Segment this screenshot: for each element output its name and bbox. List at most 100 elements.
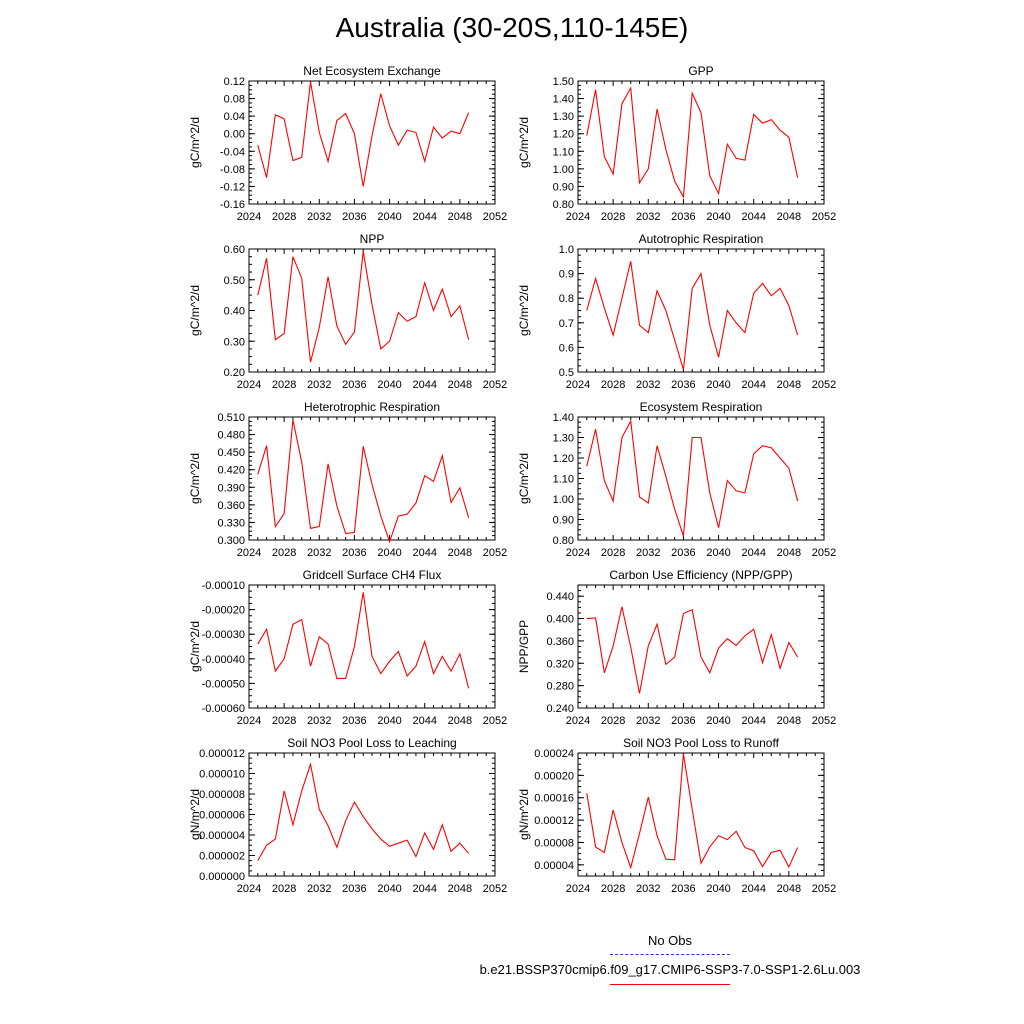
y-tick-label: 1.00 (553, 164, 574, 176)
series-line (257, 419, 470, 544)
panel-title: Soil NO3 Pool Loss to Leaching (287, 736, 456, 750)
x-tick-label: 2024 (237, 379, 261, 391)
y-tick-label: 0.90 (553, 515, 574, 527)
x-tick-label: 2024 (237, 547, 261, 559)
y-tick-label: 0.000000 (199, 871, 245, 883)
x-tick-label: 2032 (307, 883, 331, 895)
series-line (257, 81, 470, 187)
y-tick-label: 0.40 (224, 306, 245, 318)
y-tick-label: 0.360 (217, 500, 245, 512)
y-tick-label: 1.50 (553, 76, 574, 88)
x-tick-label: 2040 (377, 547, 401, 559)
x-tick-label: 2032 (307, 715, 331, 727)
y-tick-label: 0.000004 (199, 830, 245, 842)
y-tick-label: 0.9 (559, 269, 574, 281)
x-tick-label: 2040 (706, 547, 730, 559)
panel-title: Carbon Use Efficiency (NPP/GPP) (609, 568, 792, 582)
y-tick-label: 1.40 (553, 94, 574, 106)
y-tick-label: -0.04 (220, 146, 245, 158)
y-axis-label: gN/m^2/d (517, 789, 531, 840)
x-tick-label: 2028 (601, 211, 625, 223)
x-tick-label: 2024 (566, 379, 590, 391)
x-tick-label: 2052 (483, 547, 507, 559)
chart-panel-2: GPP gC/m^2/d 2024 2028 2032 2036 2040 2044 2048 2… (517, 64, 836, 223)
y-axis-label: gC/m^2/d (188, 453, 202, 504)
panel-title: Soil NO3 Pool Loss to Runoff (623, 736, 780, 750)
y-tick-label: 0.000012 (199, 748, 245, 760)
x-tick-label: 2028 (601, 547, 625, 559)
x-tick-label: 2032 (636, 379, 660, 391)
x-tick-label: 2032 (636, 715, 660, 727)
y-tick-label: 0.30 (224, 336, 245, 348)
x-tick-label: 2036 (342, 211, 366, 223)
y-tick-label: -0.12 (220, 181, 245, 193)
panel-title: GPP (688, 64, 713, 78)
series-line (586, 419, 799, 537)
y-tick-label: 0.8 (559, 293, 574, 305)
panel-title: Ecosystem Respiration (640, 400, 763, 414)
x-tick-label: 2032 (307, 379, 331, 391)
panel-title: Net Ecosystem Exchange (303, 64, 441, 78)
chart-panel-3: NPP gC/m^2/d 2024 2028 2032 2036 2040 2044 2048 2… (188, 232, 507, 391)
x-tick-label: 2036 (671, 211, 695, 223)
x-tick-label: 2052 (812, 715, 836, 727)
y-axis-label: gC/m^2/d (188, 621, 202, 672)
x-tick-label: 2048 (777, 211, 801, 223)
plot-frame (248, 80, 496, 205)
y-axis-label: gC/m^2/d (188, 285, 202, 336)
x-tick-label: 2036 (342, 379, 366, 391)
y-tick-label: -0.00010 (202, 580, 245, 592)
y-tick-label: 0.6 (559, 342, 574, 354)
panel-title: Heterotrophic Respiration (304, 400, 440, 414)
series-line (257, 592, 470, 689)
x-tick-label: 2032 (636, 883, 660, 895)
y-tick-label: 0.60 (224, 244, 245, 256)
x-tick-label: 2032 (307, 547, 331, 559)
x-tick-label: 2032 (636, 211, 660, 223)
y-tick-label: 0.90 (553, 181, 574, 193)
y-tick-label: 0.360 (546, 636, 574, 648)
x-tick-label: 2028 (272, 379, 296, 391)
plot-frame (577, 248, 825, 373)
y-tick-label: -0.00040 (202, 654, 245, 666)
y-axis-label: gC/m^2/d (517, 453, 531, 504)
x-tick-label: 2044 (412, 547, 436, 559)
y-tick-label: 1.20 (553, 129, 574, 141)
y-tick-label: 1.00 (553, 494, 574, 506)
series-line (586, 606, 799, 694)
x-tick-label: 2052 (812, 883, 836, 895)
x-tick-label: 2052 (483, 379, 507, 391)
plot-frame (248, 248, 496, 373)
y-tick-label: 0.330 (217, 517, 245, 529)
x-tick-label: 2024 (566, 883, 590, 895)
x-tick-label: 2044 (741, 883, 765, 895)
x-tick-label: 2048 (777, 715, 801, 727)
x-tick-label: 2036 (342, 883, 366, 895)
x-tick-label: 2036 (342, 547, 366, 559)
x-tick-label: 2040 (706, 379, 730, 391)
y-tick-label: 0.00016 (534, 793, 574, 805)
y-tick-label: 1.20 (553, 453, 574, 465)
x-tick-label: 2040 (706, 211, 730, 223)
x-tick-label: 2028 (272, 547, 296, 559)
x-tick-label: 2044 (412, 715, 436, 727)
y-tick-label: 0.00020 (534, 770, 574, 782)
x-tick-label: 2028 (272, 211, 296, 223)
legend-line-case (610, 984, 730, 985)
x-tick-label: 2048 (448, 547, 472, 559)
x-tick-label: 2024 (566, 211, 590, 223)
y-tick-label: 0.300 (217, 535, 245, 547)
y-tick-label: 0.480 (217, 430, 245, 442)
series-line (586, 261, 799, 370)
series-line (257, 762, 470, 861)
x-tick-label: 2028 (272, 883, 296, 895)
plot-frame (248, 752, 496, 877)
y-tick-label: -0.00020 (202, 605, 245, 617)
x-tick-label: 2028 (601, 715, 625, 727)
y-tick-label: 0.12 (224, 76, 245, 88)
x-tick-label: 2040 (377, 379, 401, 391)
y-tick-label: 0.000006 (199, 810, 245, 822)
y-tick-label: 0.510 (217, 412, 245, 424)
chart-panel-5: Heterotrophic Respiration gC/m^2/d 2024 202… (188, 400, 507, 559)
chart-panel-10: Soil NO3 Pool Loss to Runoff gN/m^2/d 2024… (517, 736, 836, 895)
